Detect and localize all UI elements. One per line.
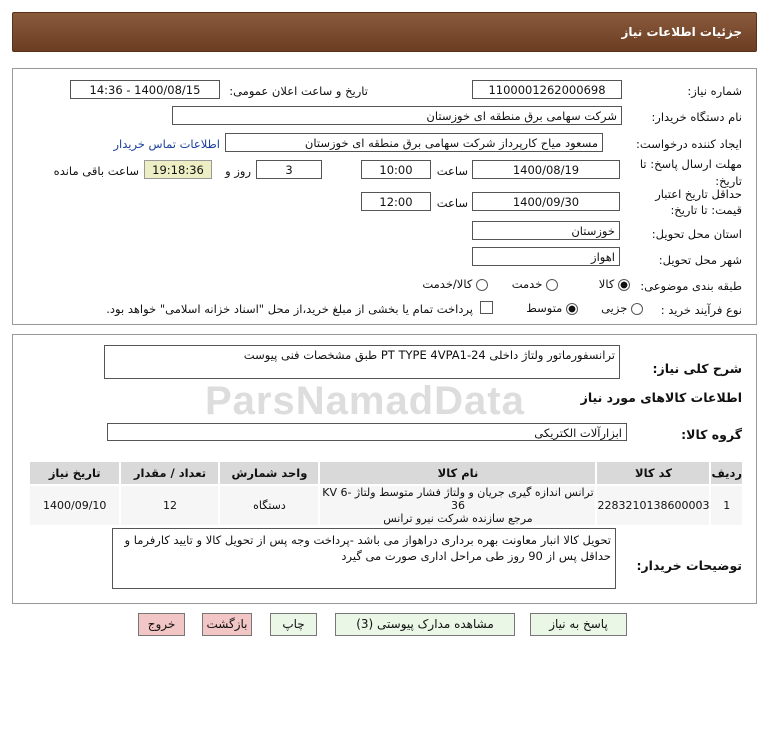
cell-qty: 12	[119, 484, 221, 527]
province-field: خوزستان	[472, 221, 620, 240]
radio-icon[interactable]	[631, 302, 643, 315]
watermark: ParsNamadData	[205, 379, 525, 423]
print-button[interactable]: چاپ	[270, 613, 317, 636]
goods-group-field: ابزارآلات الکتریکی	[107, 423, 627, 441]
days-field: 3	[256, 160, 322, 179]
col-index: ردیف	[709, 460, 744, 486]
cell-code: 2283210138600003	[595, 484, 712, 527]
deadline-time-field: 10:00	[361, 160, 431, 179]
buyer-field: شرکت سهامی برق منطقه ای خوزستان	[172, 106, 622, 125]
radio-icon[interactable]	[546, 278, 558, 291]
goods-table: ردیف کد کالا نام کالا واحد شمارش تعداد /…	[27, 460, 744, 527]
validity-time-field: 12:00	[361, 192, 431, 211]
description-label: شرح کلی نیاز:	[652, 361, 742, 376]
deadline-label-2: تاریخ:	[715, 174, 742, 188]
page-title: جزئیات اطلاعات نیاز	[621, 25, 742, 39]
description-field: ترانسفورماتور ولتاژ داخلی PT TYPE 4VPA1-…	[104, 345, 620, 379]
col-qty: تعداد / مقدار	[119, 460, 221, 486]
remaining-label: ساعت باقی مانده	[53, 164, 139, 178]
col-code: کد کالا	[595, 460, 712, 486]
table-row: 1 2283210138600003 ترانس اندازه گیری جری…	[27, 484, 744, 527]
view-attachments-button[interactable]: مشاهده مدارک پیوستی (3)	[335, 613, 515, 636]
process-label: نوع فرآیند خرید :	[660, 303, 742, 317]
validity-label: حداقل تاریخ اعتبار	[655, 187, 742, 201]
remaining-time: 19:18:36	[144, 160, 212, 179]
announce-field: 1400/08/15 - 14:36	[70, 80, 220, 99]
buyer-notes-field: تحویل کالا انبار معاونت بهره برداری دراه…	[112, 528, 616, 589]
buyer-label: نام دستگاه خریدار:	[651, 110, 742, 124]
city-label: شهر محل تحویل:	[658, 253, 742, 267]
treasury-label: پرداخت تمام یا بخشی از مبلغ خرید،از محل …	[106, 302, 473, 316]
col-date: تاریخ نیاز	[27, 460, 122, 486]
category-service[interactable]: خدمت	[512, 277, 558, 291]
process-minor[interactable]: جزیی	[601, 301, 643, 315]
reply-button[interactable]: پاسخ به نیاز	[530, 613, 627, 636]
table-header-row: ردیف کد کالا نام کالا واحد شمارش تعداد /…	[27, 460, 744, 486]
radio-selected-icon[interactable]	[618, 278, 630, 291]
radio-selected-icon[interactable]	[566, 302, 578, 315]
creator-label: ایجاد کننده درخواست:	[636, 137, 742, 151]
treasury-checkbox[interactable]	[480, 301, 493, 314]
col-unit: واحد شمارش	[218, 460, 321, 486]
deadline-time-label: ساعت	[436, 164, 468, 178]
validity-time-label: ساعت	[436, 196, 468, 210]
validity-date-field: 1400/09/30	[472, 192, 620, 211]
radio-icon[interactable]	[476, 278, 488, 291]
goods-group-label: گروه کالا:	[681, 427, 742, 442]
back-button[interactable]: بازگشت	[202, 613, 252, 636]
announce-label: تاریخ و ساعت اعلان عمومی:	[229, 84, 368, 98]
buyer-contact-link[interactable]: اطلاعات تماس خریدار	[113, 137, 220, 151]
creator-field: مسعود میاح کارپرداز شرکت سهامی برق منطقه…	[225, 133, 603, 152]
goods-info-title: اطلاعات کالاهای مورد نیاز	[580, 390, 742, 405]
exit-button[interactable]: خروج	[138, 613, 185, 636]
category-label: طبقه بندی موضوعی:	[640, 279, 742, 293]
buyer-notes-label: توضیحات خریدار:	[636, 558, 742, 573]
cell-unit: دستگاه	[218, 484, 321, 527]
page-header: جزئیات اطلاعات نیاز	[12, 12, 757, 52]
category-goods[interactable]: کالا	[599, 277, 630, 291]
process-medium[interactable]: متوسط	[526, 301, 578, 315]
cell-date: 1400/09/10	[27, 484, 122, 527]
province-label: استان محل تحویل:	[651, 227, 742, 241]
days-label: روز و	[225, 164, 251, 178]
deadline-label: مهلت ارسال پاسخ: تا	[639, 157, 742, 171]
need-number-field: 1100001262000698	[472, 80, 622, 99]
cell-name: ترانس اندازه گیری جریان و ولتاژ فشار متو…	[318, 484, 598, 527]
deadline-date-field: 1400/08/19	[472, 160, 620, 179]
need-number-label: شماره نیاز:	[687, 84, 742, 98]
validity-label-2: قیمت: تا تاریخ:	[670, 203, 742, 217]
category-goods-service[interactable]: کالا/خدمت	[422, 277, 488, 291]
col-name: نام کالا	[318, 460, 598, 486]
city-field: اهواز	[472, 247, 620, 266]
cell-index: 1	[709, 484, 744, 527]
